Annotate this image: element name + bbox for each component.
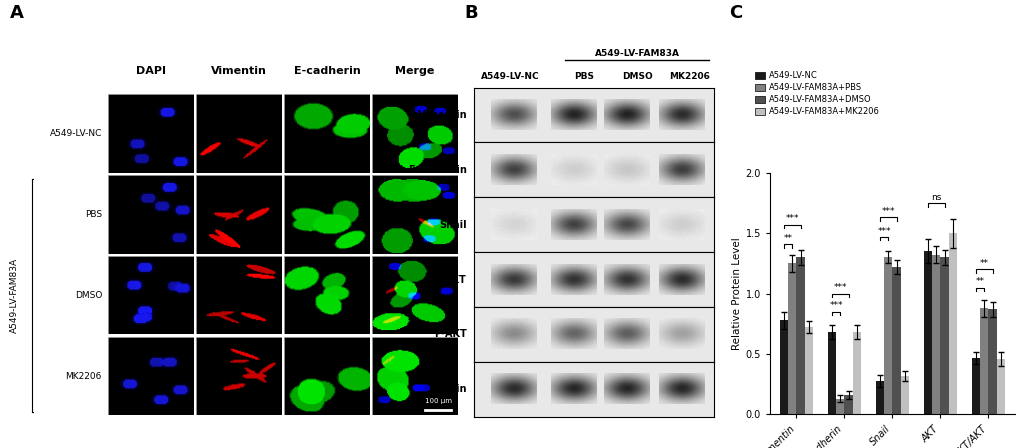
Text: ***: *** [785,215,799,224]
Text: A549-LV-FAM83A: A549-LV-FAM83A [10,258,18,333]
Text: ***: *** [828,302,843,310]
Text: Vimentin: Vimentin [417,110,467,120]
Text: **: ** [975,277,984,286]
Bar [883,257,892,414]
Text: DMSO: DMSO [74,291,102,300]
Text: PBS: PBS [574,73,594,82]
Text: E-cadherin: E-cadherin [293,66,360,76]
Text: P-AKT: P-AKT [434,329,467,340]
Text: β-actin: β-actin [428,384,467,394]
Text: A549-LV-FAM83A: A549-LV-FAM83A [594,49,679,59]
Bar [971,358,979,414]
Bar [987,309,996,414]
Bar [844,395,852,414]
Bar [940,257,948,414]
Bar [996,359,1004,414]
Y-axis label: Relative Protein Level: Relative Protein Level [731,237,741,350]
Text: DMSO: DMSO [622,73,652,82]
Bar [788,263,796,414]
Legend: A549-LV-NC, A549-LV-FAM83A+PBS, A549-LV-FAM83A+DMSO, A549-LV-FAM83A+MK2206: A549-LV-NC, A549-LV-FAM83A+PBS, A549-LV-… [753,70,879,117]
Bar [900,376,908,414]
Text: E-cadherin: E-cadherin [408,165,467,175]
Text: A: A [10,4,24,22]
Text: ***: *** [833,283,847,293]
Text: PBS: PBS [85,210,102,219]
Text: Snail: Snail [439,220,467,230]
Bar [892,267,900,414]
Bar [836,399,844,414]
Bar [979,308,987,414]
Bar [923,251,931,414]
Text: Vimentin: Vimentin [211,66,267,76]
Text: ***: *** [876,227,891,236]
Text: ns: ns [930,193,941,202]
Text: Merge: Merge [395,66,434,76]
Bar [931,255,940,414]
Bar [948,233,956,414]
Text: C: C [729,4,742,22]
Bar [804,327,812,414]
Text: A549-LV-NC: A549-LV-NC [481,73,539,82]
Bar [796,257,804,414]
Text: **: ** [979,259,988,268]
Text: MK2206: MK2206 [65,372,102,381]
Text: DAPI: DAPI [136,66,166,76]
Bar [875,380,883,414]
Text: MK2206: MK2206 [668,73,710,82]
Bar [780,320,788,414]
Text: B: B [464,4,477,22]
Text: AKT: AKT [445,275,467,284]
Text: A549-LV-NC: A549-LV-NC [50,129,102,138]
Text: ***: *** [880,207,895,216]
Bar [852,332,860,414]
Bar [827,332,836,414]
Text: 100 μm: 100 μm [424,398,451,404]
Text: **: ** [783,234,792,243]
